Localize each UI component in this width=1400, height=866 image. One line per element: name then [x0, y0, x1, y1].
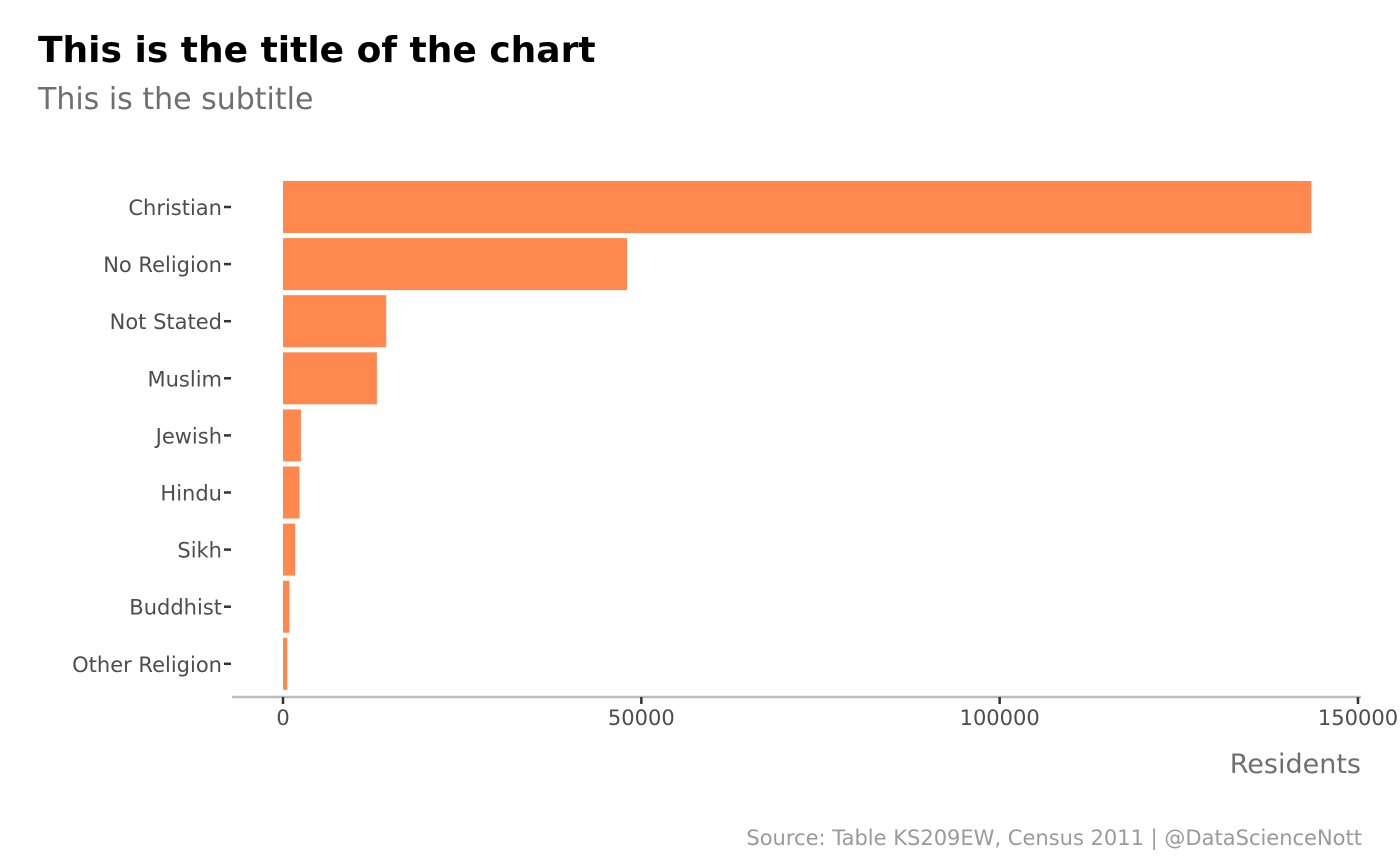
bar-jewish: [283, 409, 301, 462]
chart-title: This is the title of the chart: [38, 30, 596, 71]
y-tick-label: Not Stated: [110, 310, 222, 334]
bar-buddhist: [283, 580, 290, 633]
y-axis: Christian No Religion Not Stated Muslim Jewi…: [72, 196, 231, 677]
bar-hindu: [283, 466, 300, 519]
x-tick-label: 150000: [1318, 706, 1398, 730]
y-tick-label: Buddhist: [129, 596, 222, 620]
y-tick-label: Other Religion: [72, 653, 222, 677]
y-tick-label: Christian: [128, 196, 222, 220]
bar-not-stated: [283, 295, 387, 348]
x-tick-label: 50000: [608, 706, 675, 730]
bar-no-religion: [283, 238, 627, 291]
x-axis-title: Residents: [1230, 749, 1361, 780]
y-tick-label: Jewish: [154, 424, 222, 448]
bar-muslim: [283, 352, 377, 405]
bar-christian: [283, 181, 1312, 233]
chart-subtitle: This is the subtitle: [38, 82, 314, 117]
bar-sikh: [283, 523, 296, 576]
y-tick-label: Hindu: [160, 482, 222, 506]
chart-caption: Source: Table KS209EW, Census 2011 | @Da…: [746, 826, 1362, 850]
bar-other-religion: [283, 637, 288, 690]
y-tick-label: Muslim: [148, 367, 223, 391]
y-tick-label: Sikh: [177, 539, 222, 563]
x-tick-label: 100000: [960, 706, 1040, 730]
y-tick-label: No Religion: [103, 253, 222, 277]
bars-layer: [283, 181, 1312, 690]
x-axis: 0 50000 100000 150000: [232, 695, 1398, 730]
x-tick-label: 0: [276, 706, 289, 730]
